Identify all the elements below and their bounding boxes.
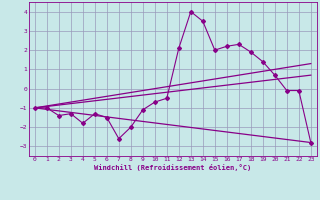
X-axis label: Windchill (Refroidissement éolien,°C): Windchill (Refroidissement éolien,°C) [94, 164, 252, 171]
